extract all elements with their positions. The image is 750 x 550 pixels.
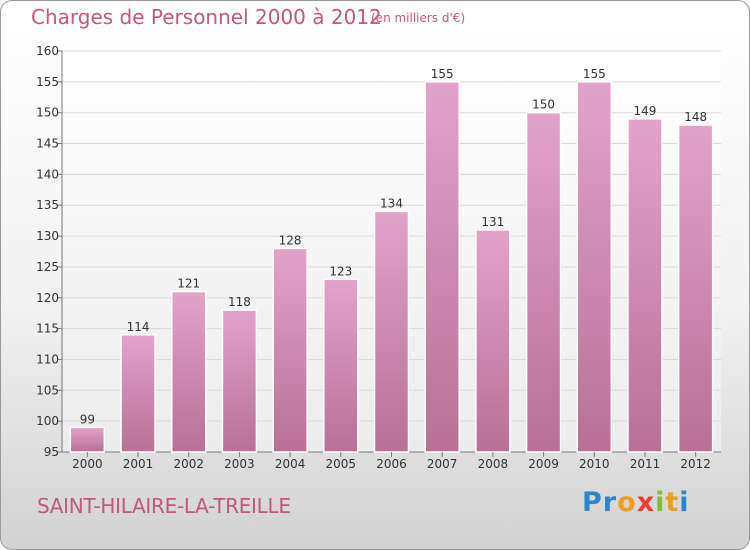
- bar-2012: [677, 124, 714, 453]
- x-tick-label-2002: 2002: [173, 457, 204, 471]
- bar-2008: [475, 229, 511, 453]
- logo-letter: P: [582, 487, 603, 518]
- value-label-2012: 148: [684, 110, 707, 124]
- y-tick-label: 145: [36, 137, 59, 151]
- logo-letter: o: [617, 487, 637, 518]
- place-name: SAINT-HILAIRE-LA-TREILLE: [37, 494, 291, 518]
- value-label-2006: 134: [380, 196, 403, 210]
- logo-letter: x: [636, 487, 656, 518]
- value-label-2011: 149: [634, 104, 657, 118]
- y-tick-label: 110: [36, 352, 59, 366]
- logo-letter: i: [655, 487, 666, 518]
- y-tick-label: 95: [44, 445, 59, 459]
- chart-title: Charges de Personnel 2000 à 2012: [31, 5, 382, 29]
- value-label-2005: 123: [329, 264, 352, 278]
- y-tick-label: 140: [36, 167, 59, 181]
- logo-letter: r: [602, 487, 618, 518]
- y-tick-label: 135: [36, 198, 59, 212]
- value-label-2002: 121: [177, 277, 200, 291]
- y-tick-label: 125: [36, 260, 59, 274]
- x-tick-label-2006: 2006: [376, 457, 407, 471]
- x-tick-label-2012: 2012: [680, 457, 711, 471]
- value-label-2003: 118: [228, 295, 251, 309]
- value-label-2007: 155: [431, 67, 454, 81]
- x-tick-label-2008: 2008: [478, 457, 509, 471]
- y-tick-label: 155: [36, 75, 59, 89]
- x-tick-label-2010: 2010: [579, 457, 610, 471]
- y-tick-label: 115: [36, 322, 59, 336]
- bar-2011: [627, 118, 663, 453]
- bar-2004: [272, 247, 308, 453]
- bar-2010: [576, 81, 613, 453]
- x-tick-label-2009: 2009: [528, 457, 559, 471]
- x-tick-label-2007: 2007: [427, 457, 458, 471]
- y-tick-label: 100: [36, 414, 59, 428]
- bar-2005: [323, 278, 359, 453]
- proxiti-logo: Proxiti: [582, 487, 690, 518]
- x-tick-label-2001: 2001: [123, 457, 154, 471]
- y-tick-label: 150: [36, 106, 59, 120]
- bar-2002: [170, 290, 207, 453]
- y-tick-label: 130: [36, 229, 59, 243]
- y-tick-label: 105: [36, 383, 59, 397]
- value-label-2009: 150: [532, 98, 555, 112]
- x-tick-label-2000: 2000: [72, 457, 103, 471]
- bar-2009: [525, 111, 562, 453]
- value-label-2004: 128: [279, 233, 302, 247]
- bar-2001: [120, 334, 156, 453]
- x-tick-label-2004: 2004: [275, 457, 306, 471]
- logo-letter: t: [665, 487, 680, 518]
- chart-subtitle: (en milliers d'€): [371, 11, 466, 25]
- value-label-2010: 155: [583, 67, 606, 81]
- value-label-2008: 131: [481, 215, 504, 229]
- logo-letter: i: [679, 487, 690, 518]
- x-tick-label-2011: 2011: [630, 457, 661, 471]
- bar-2000: [69, 426, 106, 453]
- y-tick-label: 160: [36, 44, 59, 58]
- bar-2003: [221, 309, 258, 453]
- value-label-2000: 99: [80, 412, 95, 426]
- y-tick-label: 120: [36, 291, 59, 305]
- x-tick-label-2005: 2005: [326, 457, 357, 471]
- bar-2006: [373, 210, 410, 453]
- x-tick-label-2003: 2003: [224, 457, 255, 471]
- bar-2007: [424, 81, 460, 453]
- value-label-2001: 114: [127, 320, 150, 334]
